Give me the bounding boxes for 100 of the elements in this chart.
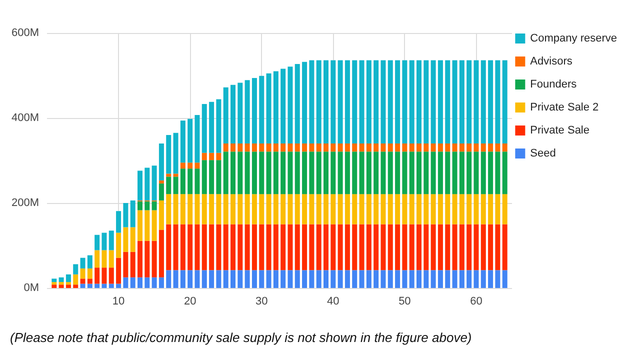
bar: [502, 152, 508, 194]
bar: [316, 60, 322, 144]
bar: [288, 144, 293, 152]
bar: [116, 211, 122, 233]
bar: [495, 270, 500, 288]
bar: [459, 194, 464, 224]
bar: [309, 194, 314, 224]
bar: [330, 194, 336, 224]
bar: [323, 224, 329, 270]
y-tick-label: 400M: [11, 112, 39, 124]
bar: [480, 224, 486, 270]
bar: [424, 60, 429, 144]
bar: [202, 194, 207, 224]
bar: [94, 284, 100, 288]
bar: [244, 224, 250, 270]
bar: [158, 180, 164, 184]
legend-label: Founders: [530, 78, 578, 90]
bar: [438, 194, 443, 224]
bar: [188, 194, 193, 224]
bar: [474, 60, 479, 144]
bar: [66, 274, 71, 282]
bar: [80, 258, 86, 268]
bar: [474, 194, 479, 224]
bar: [424, 194, 429, 224]
bar: [166, 176, 172, 194]
bar: [488, 152, 494, 194]
bar: [173, 174, 178, 177]
bar: [344, 270, 350, 288]
bar: [466, 60, 472, 144]
bar: [87, 268, 92, 279]
bar: [152, 277, 157, 288]
bar: [209, 160, 214, 194]
bar: [238, 224, 243, 270]
bar: [137, 201, 143, 210]
bar: [294, 152, 300, 194]
bar: [495, 60, 500, 144]
bar: [87, 284, 92, 288]
bar: [230, 144, 236, 152]
bar: [330, 152, 336, 194]
bar: [273, 152, 278, 194]
bar: [452, 270, 458, 288]
bar: [108, 268, 114, 284]
bar: [380, 144, 386, 152]
bar: [73, 264, 78, 274]
bar: [466, 144, 472, 152]
bar: [495, 194, 500, 224]
bar: [352, 224, 358, 270]
bar: [52, 278, 57, 282]
bar: [294, 64, 300, 144]
bar: [316, 270, 322, 288]
bar: [374, 60, 379, 144]
bar: [202, 270, 207, 288]
x-tick-label: 20: [184, 296, 196, 308]
bar: [194, 168, 200, 194]
bar: [259, 76, 264, 144]
bar: [459, 60, 464, 144]
bar: [180, 120, 186, 163]
bar: [123, 277, 128, 288]
bar: [166, 135, 172, 174]
bar: [409, 224, 414, 270]
bar: [180, 168, 186, 194]
bar: [409, 60, 414, 144]
bar: [316, 152, 322, 194]
bar: [344, 152, 350, 194]
bar: [502, 60, 508, 144]
bar: [223, 194, 228, 224]
bar: [488, 270, 494, 288]
bar: [66, 282, 71, 285]
bar: [273, 71, 278, 144]
bar: [366, 194, 372, 224]
bar: [288, 270, 293, 288]
bar: [158, 230, 164, 278]
bar: [259, 224, 264, 270]
bar: [280, 224, 286, 270]
bar: [230, 152, 236, 194]
bar: [309, 270, 314, 288]
bar: [180, 194, 186, 224]
bar: [309, 60, 314, 144]
bar: [459, 144, 464, 152]
bar: [173, 132, 178, 174]
bar: [323, 152, 329, 194]
y-tick-label: 0M: [24, 282, 39, 294]
bar: [137, 240, 143, 278]
x-tick-label: 60: [470, 296, 482, 308]
bar: [223, 87, 228, 144]
bar: [209, 270, 214, 288]
bar: [430, 194, 436, 224]
bar: [173, 270, 178, 288]
legend-label: Private Sale 2: [530, 102, 599, 114]
bar: [273, 270, 278, 288]
bar: [273, 194, 278, 224]
bar: [416, 60, 422, 144]
bar: [188, 224, 193, 270]
bar: [402, 194, 408, 224]
bar: [409, 194, 414, 224]
bar: [452, 194, 458, 224]
bar: [424, 144, 429, 152]
bar: [302, 62, 308, 144]
bar: [180, 224, 186, 270]
bar: [359, 224, 364, 270]
